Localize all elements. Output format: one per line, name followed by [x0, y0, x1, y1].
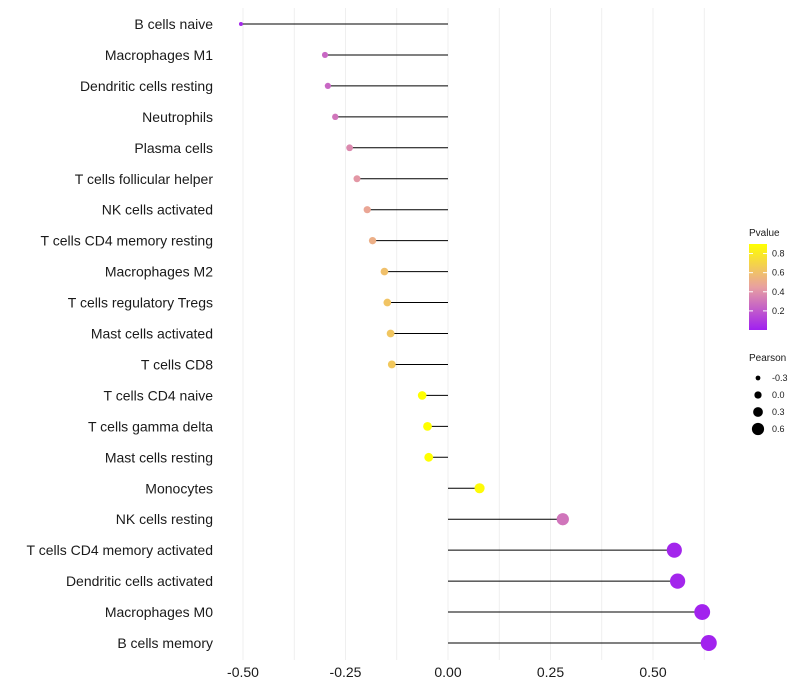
- size-legend-label: 0.0: [772, 390, 785, 400]
- colorbar-tick-label: 0.2: [772, 306, 785, 316]
- x-tick-label: 0.50: [639, 664, 666, 680]
- data-point: [666, 542, 682, 558]
- data-point: [386, 329, 395, 338]
- data-point: [474, 483, 485, 494]
- data-point: [556, 513, 569, 526]
- category-label: Monocytes: [145, 480, 213, 496]
- data-point: [380, 267, 389, 276]
- category-label: T cells CD8: [141, 356, 213, 372]
- data-point: [353, 175, 361, 183]
- grid-layer: [242, 8, 705, 660]
- data-point: [324, 82, 331, 89]
- size-legend-label: 0.6: [772, 424, 785, 434]
- size-legend-label: -0.3: [772, 373, 788, 383]
- data-point: [321, 51, 329, 59]
- data-point: [417, 391, 427, 400]
- category-label: Mast cells activated: [91, 326, 213, 342]
- category-label: T cells gamma delta: [88, 418, 213, 434]
- x-tick-label: -0.50: [227, 664, 259, 680]
- x-tick-label: 0.25: [537, 664, 564, 680]
- data-point: [423, 421, 432, 431]
- category-label: Dendritic cells activated: [66, 573, 213, 589]
- point-layer: [238, 22, 717, 652]
- x-tick-label: 0.00: [434, 664, 461, 680]
- data-point: [694, 604, 711, 620]
- category-label: T cells CD4 memory activated: [27, 542, 213, 558]
- data-point: [700, 634, 717, 652]
- category-label: T cells regulatory Tregs: [68, 295, 213, 311]
- x-axis: -0.50 -0.25 0.00 0.25 0.50: [227, 664, 667, 680]
- data-point: [363, 206, 371, 214]
- colorbar-tick-label: 0.4: [772, 287, 785, 297]
- category-label: B cells naive: [134, 16, 213, 32]
- pearson-legend-title: Pearson: [749, 353, 786, 364]
- category-label: Macrophages M2: [105, 264, 213, 280]
- pvalue-legend-title: Pvalue: [749, 228, 780, 239]
- pvalue-colorbar: [749, 244, 767, 330]
- category-label: Plasma cells: [134, 140, 213, 156]
- data-point: [383, 298, 392, 307]
- category-label: NK cells resting: [116, 511, 213, 527]
- data-point: [238, 22, 243, 26]
- category-label: Dendritic cells resting: [80, 78, 213, 94]
- size-legend-dot: [751, 422, 765, 436]
- data-point: [669, 573, 686, 589]
- category-label: T cells follicular helper: [75, 171, 214, 187]
- category-label: Macrophages M1: [105, 47, 213, 63]
- data-point: [424, 452, 434, 462]
- size-legend-dot: [755, 375, 761, 381]
- category-label: T cells CD4 memory resting: [41, 233, 213, 249]
- category-axis: B cells naive Macrophages M1 Dendritic cel…: [27, 16, 214, 651]
- data-point: [368, 236, 377, 245]
- category-label: Neutrophils: [142, 109, 213, 125]
- stem-layer: [240, 23, 709, 644]
- category-label: Macrophages M0: [105, 604, 213, 620]
- category-label: NK cells activated: [102, 202, 213, 218]
- x-tick-label: -0.25: [330, 664, 362, 680]
- pvalue-legend: Pvalue 0.2 0.4 0.6 0.8: [749, 228, 785, 330]
- data-point: [346, 144, 353, 152]
- size-legend-label: 0.3: [772, 407, 785, 417]
- colorbar-tick-label: 0.8: [772, 249, 785, 259]
- pearson-legend: Pearson -0.3 0.0 0.3 0.6: [749, 353, 788, 436]
- data-point: [332, 113, 339, 121]
- category-label: B cells memory: [117, 635, 213, 651]
- size-legend-dot: [754, 391, 762, 399]
- colorbar-tick-label: 0.6: [772, 268, 785, 278]
- category-label: T cells CD4 naive: [104, 387, 214, 403]
- size-legend-dot: [753, 407, 763, 417]
- category-label: Mast cells resting: [105, 449, 213, 465]
- data-point: [387, 360, 396, 369]
